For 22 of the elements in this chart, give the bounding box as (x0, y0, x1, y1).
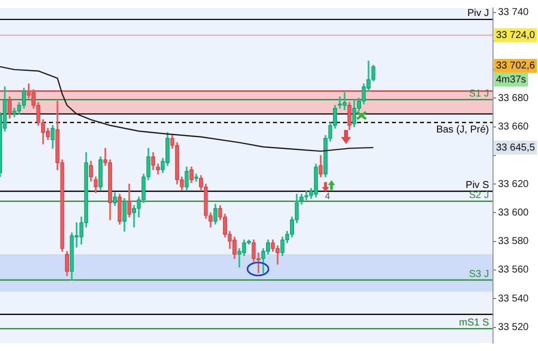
ref-line-label: Piv S (466, 180, 490, 191)
ref-line-label: S3 J (468, 268, 489, 280)
y-tick-label: 33 660 (498, 122, 530, 133)
candlestick (132, 205, 136, 228)
annotation: 33 724,0 (496, 30, 536, 41)
annotation: 4 (325, 191, 330, 201)
y-tick-label: 33 740 (498, 7, 530, 18)
ref-line-label: mS1 S (458, 317, 490, 328)
y-tick-label: 33 620 (498, 178, 530, 190)
y-tick-label: 33 580 (498, 236, 530, 248)
y-tick-label: 33 560 (498, 264, 530, 276)
ref-line-label: Piv J (467, 8, 489, 20)
y-tick-label: 33 520 (498, 322, 530, 333)
ref-line-label: S1 J (468, 88, 489, 100)
y-tick-label: 33 680 (498, 92, 530, 104)
ref-line-label: Bas (J, Pré) (436, 124, 489, 136)
ref-line-label: S2 J (468, 190, 489, 202)
annotation: 33 645,5 (496, 142, 536, 154)
y-tick-label: 33 540 (498, 293, 530, 304)
annotation: 33 702,6 (496, 60, 536, 72)
annotation: 4m37s (496, 74, 526, 86)
y-tick-label: 33 600 (498, 207, 530, 218)
